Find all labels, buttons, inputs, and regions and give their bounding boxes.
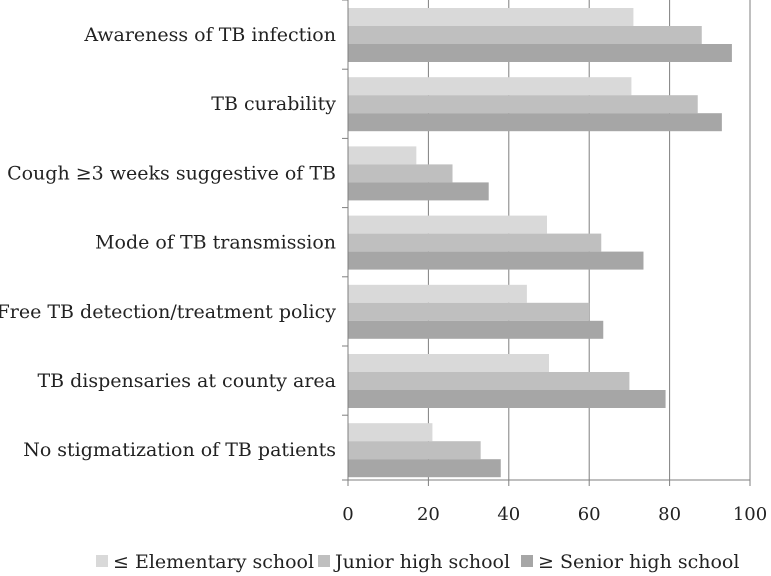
bar-6-series-2 <box>348 372 630 390</box>
bar-3-series-1 <box>348 146 417 165</box>
tick-labels: 0 20 40 60 80 100 <box>342 504 767 525</box>
legend: ≤ Elementary school Junior high school ≥ S… <box>96 551 739 573</box>
axes <box>342 0 751 486</box>
bar-2-series-3 <box>348 113 722 132</box>
legend-swatch-1 <box>96 555 108 567</box>
legend-swatch-2 <box>318 555 330 567</box>
x-tick-label-0: 0 <box>342 504 353 525</box>
x-tick-label-100: 100 <box>733 504 767 525</box>
bar-2-series-1 <box>348 77 632 96</box>
bar-7-series-3 <box>348 459 501 478</box>
category-label-4: Mode of TB transmission <box>95 232 336 254</box>
bar-4-series-3 <box>348 251 644 270</box>
x-tick-label-20: 20 <box>417 504 440 525</box>
bars <box>348 8 732 478</box>
legend-label-3: ≥ Senior high school <box>538 551 739 573</box>
x-tick-label-80: 80 <box>658 504 681 525</box>
legend-label-1: ≤ Elementary school <box>113 551 314 573</box>
bar-3-series-3 <box>348 182 489 201</box>
bar-4-series-1 <box>348 215 547 234</box>
bar-2-series-2 <box>348 95 698 114</box>
bar-5-series-2 <box>348 302 590 321</box>
category-label-7: No stigmatization of TB patients <box>23 439 336 461</box>
bar-3-series-2 <box>348 164 453 183</box>
category-label-1: Awareness of TB infection <box>83 24 336 46</box>
bar-5-series-1 <box>348 284 527 303</box>
bar-7-series-1 <box>348 423 433 442</box>
category-label-5: Free TB detection/treatment policy <box>0 301 336 323</box>
category-labels: Awareness of TB infection TB curability Co… <box>0 24 336 461</box>
x-tick-label-40: 40 <box>497 504 520 525</box>
category-label-2: TB curability <box>211 93 336 115</box>
bar-1-series-2 <box>348 26 702 44</box>
legend-swatch-3 <box>521 555 533 567</box>
bar-1-series-3 <box>348 44 732 62</box>
bar-6-series-3 <box>348 390 666 408</box>
bar-7-series-2 <box>348 441 481 460</box>
category-label-6: TB dispensaries at county area <box>37 370 336 392</box>
legend-label-2: Junior high school <box>333 551 510 573</box>
bar-5-series-3 <box>348 320 604 339</box>
bar-1-series-1 <box>348 8 634 26</box>
bar-6-series-1 <box>348 354 549 372</box>
x-tick-label-60: 60 <box>578 504 601 525</box>
category-label-3: Cough ≥3 weeks suggestive of TB <box>7 162 336 184</box>
bar-4-series-2 <box>348 233 602 252</box>
